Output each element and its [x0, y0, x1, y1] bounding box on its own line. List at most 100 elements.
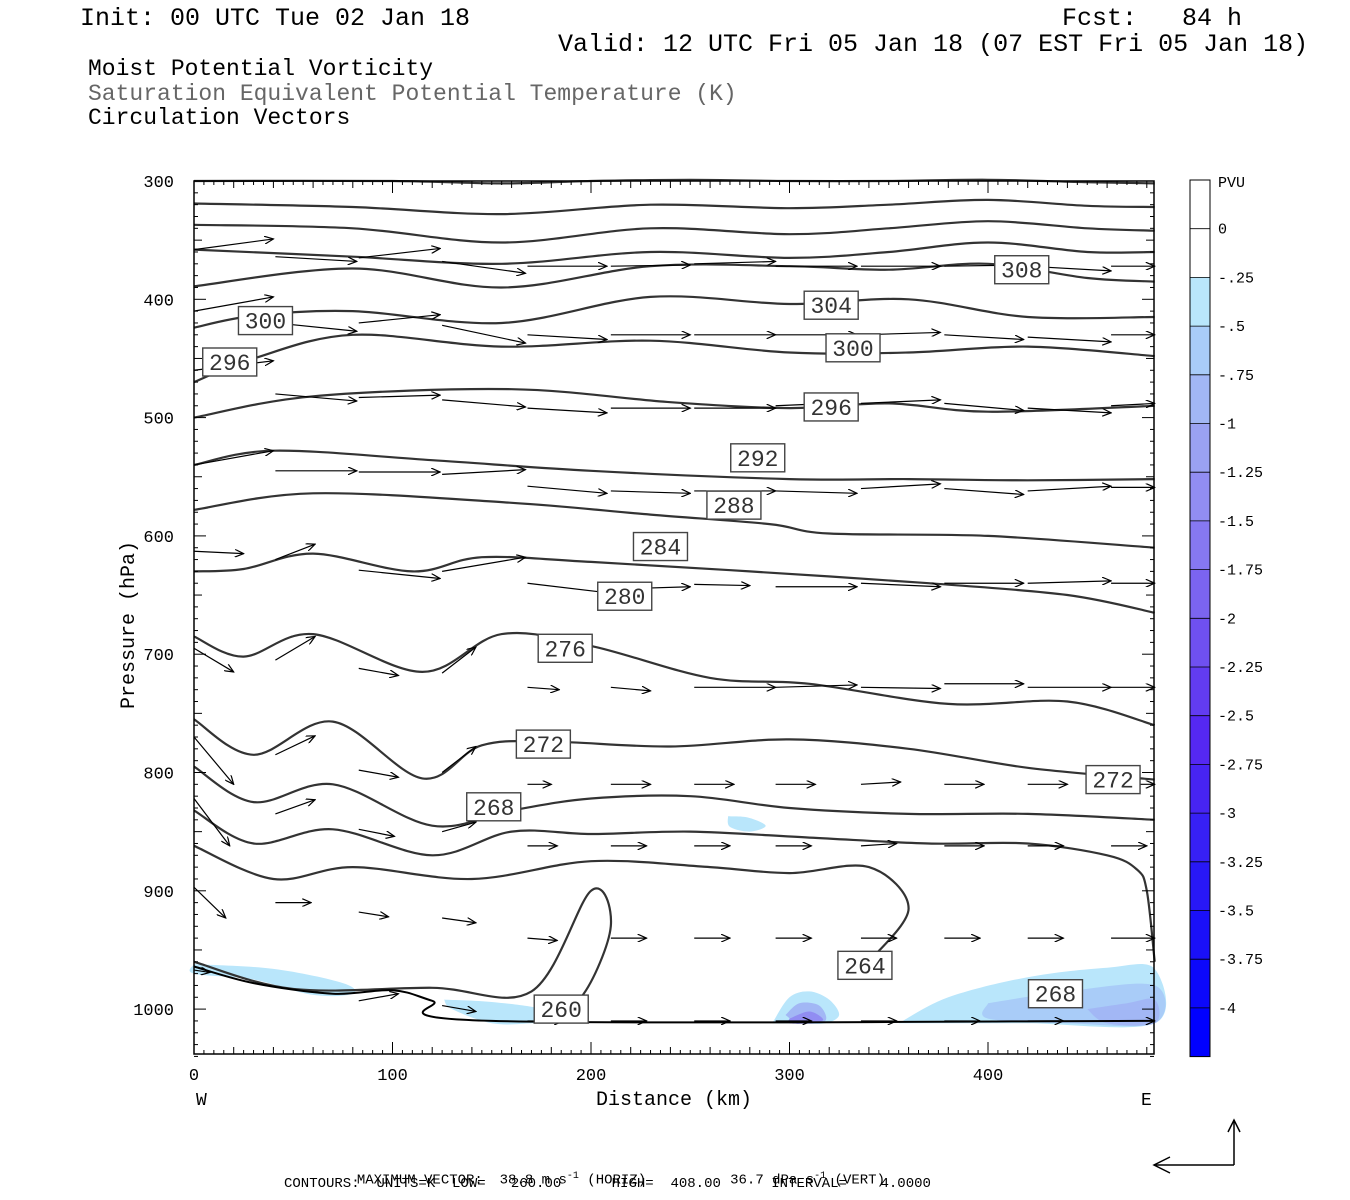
circulation-vector: [1027, 407, 1111, 413]
contour-label-box: [994, 255, 1050, 285]
circulation-vector: [610, 687, 651, 691]
theta-contour: [193, 718, 1155, 781]
colorbar-swatch: [1190, 326, 1210, 375]
circulation-vector: [442, 1004, 476, 1012]
colorbar-swatch: [1190, 228, 1210, 278]
colorbar-level-label: -4: [1218, 1001, 1236, 1018]
x-tick-label: 100: [377, 1067, 408, 1086]
theta-contour: [193, 449, 1155, 482]
contour-label: 276: [544, 637, 585, 663]
surface-line: [193, 965, 1155, 1024]
circulation-vector: [527, 407, 606, 413]
circulation-vector: [860, 687, 940, 688]
circulation-vector: [275, 800, 315, 815]
circulation-vector: [358, 828, 395, 836]
contour-info-line: CONTOURS: UNITS=K LOW= 260.00 HIGH= 408.…: [284, 1176, 931, 1192]
circulation-vector: [358, 315, 440, 324]
colorbar-level-label: -2.25: [1218, 660, 1263, 677]
contour-label: 280: [604, 585, 645, 611]
colorbar-swatch: [1190, 1007, 1210, 1057]
circulation-vector: [442, 917, 476, 923]
x-axis-label: Distance (km): [596, 1089, 752, 1112]
colorbar-level-label: -2.5: [1218, 709, 1254, 726]
init-time: Init: 00 UTC Tue 02 Jan 18: [80, 4, 471, 33]
circulation-vector: [441, 647, 476, 674]
circulation-vector: [193, 551, 244, 553]
circulation-vector: [527, 687, 559, 689]
y-tick-label: 1000: [133, 1002, 174, 1021]
colorbar-swatch: [1190, 423, 1210, 473]
forecast-hour: Fcst: 84 h: [1062, 4, 1243, 33]
theta-contour: [193, 844, 910, 963]
circulation-vector: [358, 994, 399, 1002]
colorbar-level-label: -3.75: [1218, 952, 1263, 969]
contour-label: 292: [737, 447, 778, 473]
circulation-vector: [193, 297, 273, 312]
contour-label: 268: [473, 796, 514, 822]
pv-region: [189, 964, 356, 997]
ground-surface: [193, 965, 1155, 1024]
contour-label: 268: [1035, 983, 1076, 1009]
circulation-vector: [527, 485, 606, 493]
theta-contour: [193, 333, 1155, 384]
colorbar-swatch: [1190, 180, 1210, 229]
y-tick-label: 400: [143, 292, 174, 311]
contour-label-box: [706, 490, 762, 520]
circulation-vector: [1111, 403, 1155, 405]
circulation-vector: [275, 256, 356, 262]
circulation-vector: [860, 484, 940, 490]
theta-contour: [193, 295, 1155, 329]
contour-label: 260: [541, 998, 582, 1024]
x-tick-label: 400: [973, 1067, 1004, 1086]
vector-scale-icon: [1152, 1118, 1241, 1174]
horiz-tag: (HORIZ): [578, 1172, 647, 1189]
circulation-vector: [358, 912, 389, 917]
circulation-vector: [860, 782, 901, 784]
x-tick-label: 0: [189, 1067, 199, 1086]
circulation-vector: [358, 395, 440, 397]
theta-es-contours: [193, 178, 1156, 1022]
contour-label: 308: [1001, 259, 1042, 285]
contour-label-box: [632, 531, 689, 562]
colorbar-level-label: -1.75: [1218, 563, 1263, 580]
contour-label: 284: [640, 536, 681, 562]
circulation-vector: [441, 746, 476, 773]
colorbar-swatch: [1190, 910, 1210, 960]
field-title-mpv: Moist Potential Vorticity: [88, 56, 434, 82]
colorbar-level-label: -.25: [1218, 270, 1254, 287]
colorbar-swatch: [1190, 959, 1210, 1008]
plot-border: [193, 180, 1155, 1055]
colorbar-swatch: [1190, 861, 1210, 911]
colorbar-level-label: 0: [1218, 222, 1227, 239]
circulation-vector: [527, 334, 606, 340]
theta-contour: [193, 220, 1155, 244]
contour-label-box: [202, 347, 258, 377]
circulation-vector: [275, 736, 315, 756]
x-tick-label: 200: [576, 1067, 607, 1086]
contour-label-box: [533, 994, 589, 1024]
circulation-vector: [442, 470, 525, 475]
colorbar-level-label: -.5: [1218, 319, 1245, 336]
field-title-vectors: Circulation Vectors: [88, 105, 351, 131]
colorbar-title: PVU: [1218, 175, 1245, 192]
horiz-exponent: -1: [566, 1171, 579, 1182]
contour-label-box: [1085, 764, 1141, 795]
circulation-vector: [358, 667, 399, 675]
circulation-vector: [193, 647, 234, 672]
circulation-vector: [275, 393, 356, 401]
colorbar-swatch: [1190, 472, 1210, 521]
circulation-vector: [775, 491, 857, 493]
contour-label: 300: [832, 337, 873, 363]
contour-label-box: [1027, 979, 1084, 1009]
contour-label-box: [237, 305, 294, 336]
pv-shading-layer: [189, 816, 1167, 1028]
circulation-vector: [358, 769, 399, 777]
circulation-vector: [775, 685, 857, 687]
y-tick-label: 700: [143, 647, 174, 666]
west-label: W: [196, 1091, 207, 1111]
circulation-vector: [1027, 336, 1111, 342]
colorbar-swatch: [1190, 618, 1210, 667]
colorbar-swatch: [1190, 569, 1210, 619]
contour-label-box: [825, 333, 881, 363]
plot-frame: 0 100 200 300 400 300 400 500 600 700 800 900 1000: [133, 174, 1155, 1086]
